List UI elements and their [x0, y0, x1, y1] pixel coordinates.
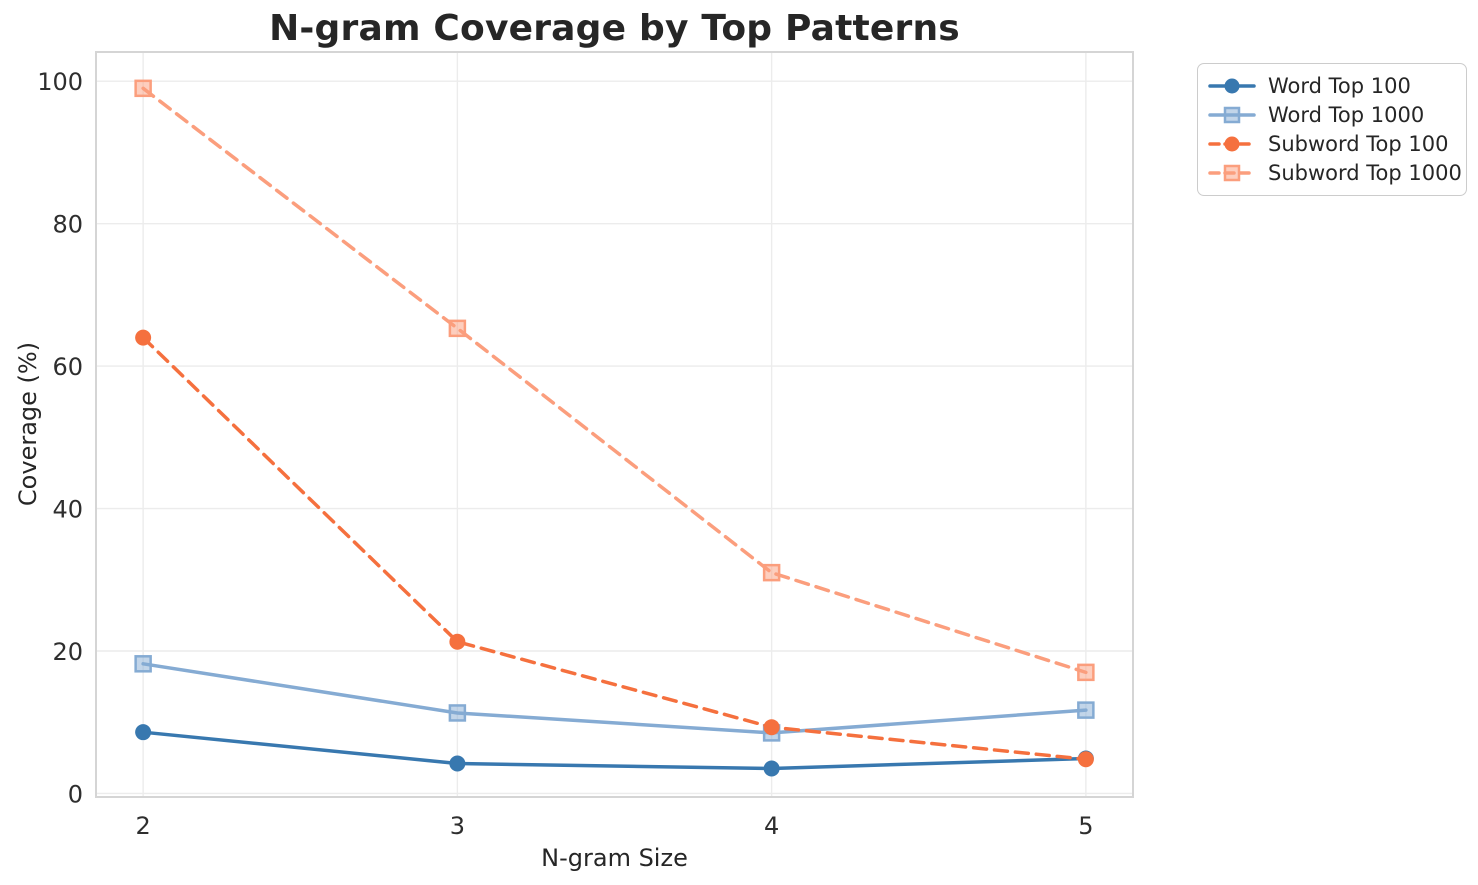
legend-item-word-top-1000: Word Top 1000 [1208, 101, 1456, 129]
series-line-word-top-1000 [141, 662, 1088, 735]
x-tick-label: 3 [450, 812, 465, 840]
data-point-subword-top-1000 [1077, 663, 1095, 682]
data-point-subword-top-1000 [762, 563, 781, 582]
legend-label: Word Top 100 [1268, 74, 1411, 98]
y-tick-label: 100 [37, 68, 83, 96]
chart-title: N-gram Coverage by Top Patterns [269, 8, 960, 49]
x-tick-label: 4 [764, 812, 779, 840]
y-tick-label: 0 [68, 780, 83, 808]
x-tick-label: 5 [1078, 812, 1093, 840]
data-point-word-top-100 [135, 724, 152, 741]
data-point-subword-top-100 [1077, 751, 1094, 768]
x-axis-label: N-gram Size [541, 844, 688, 872]
series-line-subword-top-1000 [141, 86, 1088, 675]
legend-item-word-top-100: Word Top 100 [1208, 72, 1456, 100]
axes-spine [95, 51, 1134, 798]
legend-swatch-square-icon [1208, 164, 1256, 182]
data-point-word-top-100 [449, 755, 466, 772]
legend-item-subword-top-1000: Subword Top 1000 [1208, 159, 1462, 187]
data-point-subword-top-100 [449, 633, 466, 650]
legend-label: Subword Top 100 [1268, 132, 1449, 156]
legend-marker-square-icon [1223, 106, 1241, 124]
series-line-subword-top-100 [141, 335, 1088, 762]
legend-swatch-circle-icon [1208, 136, 1256, 152]
data-point-word-top-100 [763, 760, 780, 777]
legend-label: Subword Top 1000 [1268, 161, 1462, 185]
legend-marker-square-icon [1223, 164, 1241, 182]
legend-marker-circle-icon [1224, 78, 1240, 94]
legend-swatch-square-icon [1208, 106, 1256, 124]
y-tick-label: 40 [52, 496, 83, 524]
data-point-subword-top-100 [763, 719, 780, 736]
legend-swatch-circle-icon [1208, 78, 1256, 94]
legend-item-subword-top-100: Subword Top 100 [1208, 130, 1456, 158]
legend-marker-circle-icon [1224, 136, 1240, 152]
data-point-subword-top-100 [135, 329, 152, 346]
data-point-word-top-1000 [1077, 701, 1095, 719]
y-tick-label: 80 [52, 211, 83, 239]
data-point-subword-top-1000 [134, 79, 152, 98]
data-point-subword-top-1000 [448, 319, 467, 338]
series-line-word-top-100 [141, 730, 1088, 771]
x-tick-label: 2 [135, 812, 150, 840]
legend: Word Top 100 Word Top 1000 Subword Top 100… [1197, 63, 1467, 196]
data-point-word-top-1000 [134, 655, 152, 673]
data-point-word-top-1000 [448, 704, 467, 722]
y-tick-label: 20 [52, 638, 83, 666]
y-tick-label: 60 [52, 353, 83, 381]
legend-label: Word Top 1000 [1268, 103, 1425, 127]
